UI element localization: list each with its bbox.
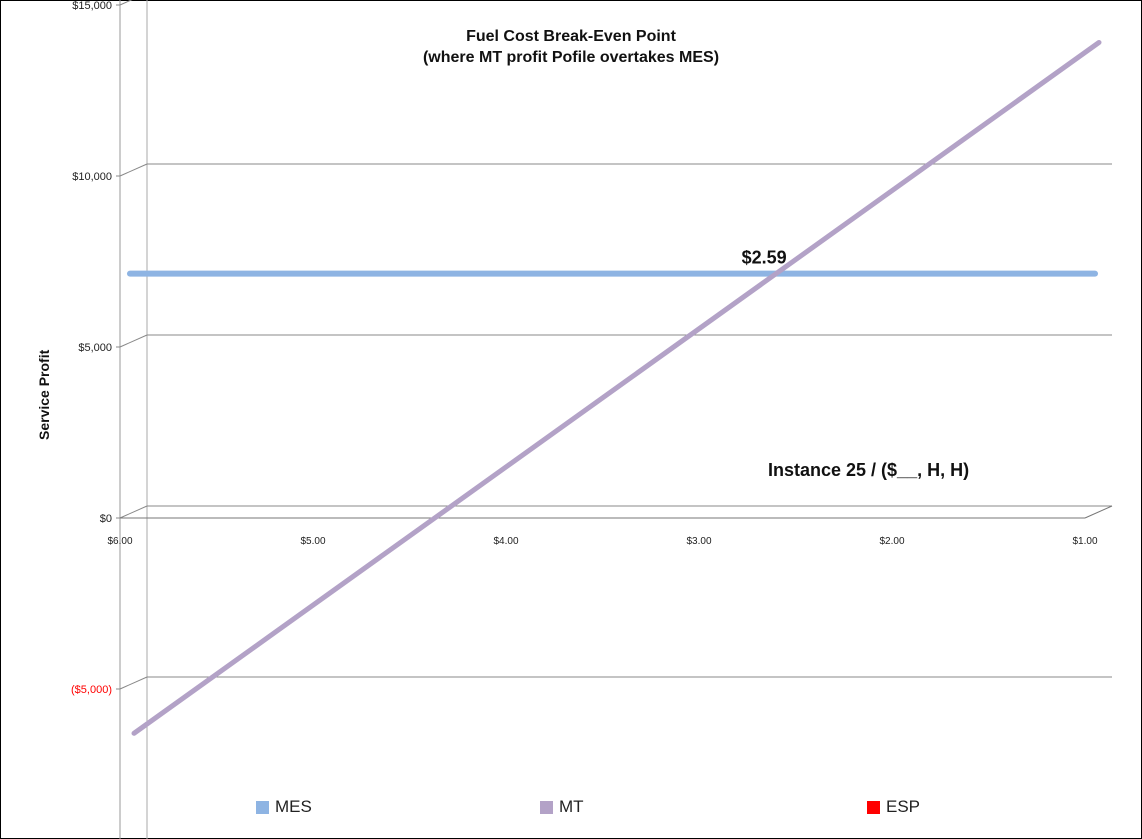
chart-subtitle: (where MT profit Pofile overtakes MES)	[422, 49, 720, 66]
gridline-depth	[119, 676, 148, 690]
legend-item-mes: MES	[256, 797, 312, 817]
legend-swatch	[256, 800, 269, 814]
legend-swatch	[540, 800, 553, 814]
y-tick-label: $15,000	[72, 0, 112, 12]
x-tick-label: $4.00	[493, 536, 518, 547]
legend-label: ESP	[886, 797, 921, 816]
x-tick-label: $2.00	[879, 536, 904, 547]
instance-label: Instance 25 / ($__, H, H)	[768, 460, 969, 480]
legend-item-mt: MT	[540, 797, 584, 817]
series-line-mt	[131, 39, 1102, 736]
y-tick-label: $5,000	[78, 342, 112, 354]
x-tick-label: $1.00	[1072, 536, 1097, 547]
legend-label: MES	[275, 797, 312, 816]
gridline-depth	[119, 334, 148, 348]
chart-title: Fuel Cost Break-Even Point	[466, 28, 676, 45]
gridline-depth	[119, 163, 148, 177]
x-axis-depth	[1084, 505, 1113, 519]
y-tick-label: $0	[100, 513, 112, 525]
y-tick-label: ($5,000)	[71, 684, 112, 696]
y-tick-label: $10,000	[72, 171, 112, 183]
legend-label: MT	[559, 797, 584, 816]
legend-swatch	[867, 800, 880, 814]
legend-item-esp: ESP	[867, 797, 920, 817]
break-even-label: $2.59	[742, 248, 787, 268]
gridline-depth	[119, 0, 133, 6]
x-tick-label: $5.00	[300, 536, 325, 547]
gridline-depth	[119, 505, 148, 519]
x-tick-label: $6.00	[107, 536, 132, 547]
legend: MES MT ESP	[0, 797, 1142, 821]
x-tick-label: $3.00	[686, 536, 711, 547]
